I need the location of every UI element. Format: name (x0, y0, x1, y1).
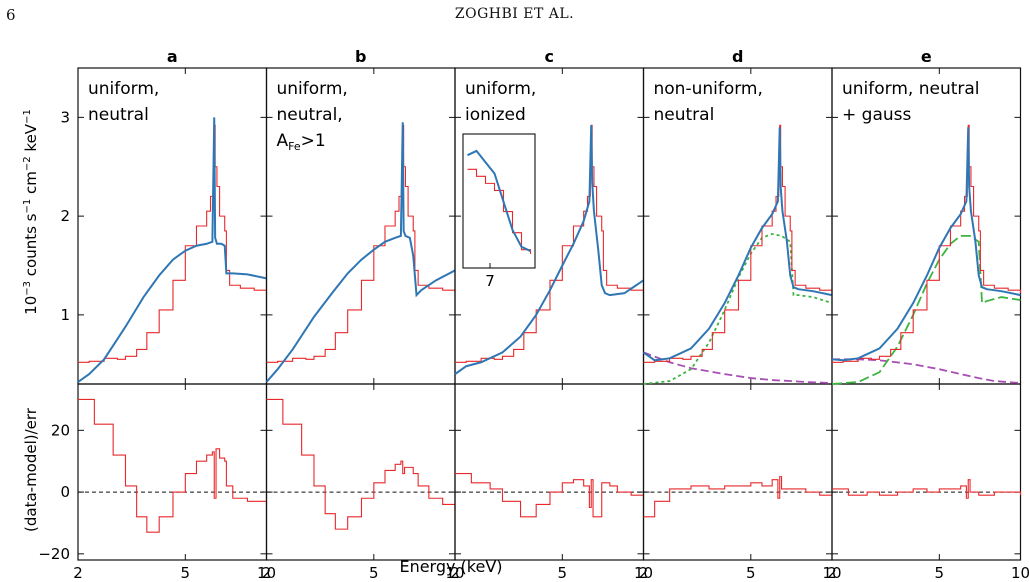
panel-annotation: ionized (465, 105, 526, 125)
x-tick-label: 5 (558, 564, 568, 582)
x-tick-label: 10 (822, 564, 841, 582)
panel-letter: b (355, 47, 366, 66)
bottom-y-axis-label: (data-model)/err (22, 407, 40, 532)
panel-letter: d (732, 47, 743, 66)
top-y-tick-label: 3 (60, 108, 70, 126)
panel-e: e 2 5 10 uniform, neutral + gauss (827, 47, 1029, 582)
x-tick-label: 10 (1011, 564, 1029, 582)
panel-letter: a (167, 47, 178, 66)
residuals (78, 398, 268, 533)
ylabel-power: 10 (22, 296, 40, 315)
residuals (643, 476, 832, 518)
panel-annotation: + gauss (842, 105, 911, 125)
top-y-tick-label: 1 (60, 306, 70, 324)
panel-annotation: uniform, neutral (842, 79, 980, 99)
ylabel-exp1: −3 (22, 281, 33, 296)
data-spectrum (266, 124, 456, 363)
residual-plot-frame (265, 383, 456, 561)
inset-tick-label: 7 (485, 272, 495, 290)
panel-d: d 2 5 10 non-uniform, neutral (639, 47, 842, 582)
inset-frame (462, 133, 536, 269)
panel-annotation: uniform, (465, 79, 536, 99)
inset-model (467, 149, 531, 252)
panel-annotation: neutral (654, 105, 715, 125)
x-tick-label: 5 (181, 564, 191, 582)
reflection-component (643, 232, 833, 385)
top-y-axis-label: 10−3 counts s−1 cm−2 keV−1 (22, 109, 40, 315)
panel-c: c 2 5 10 uniform, ionized 7 (450, 47, 653, 582)
x-tick-label: 5 (746, 564, 756, 582)
panel-annotation: uniform, (277, 79, 348, 99)
x-axis-label: Energy (keV) (399, 557, 502, 576)
page-number: 6 (6, 6, 16, 24)
abundance-annotation: AFe>1 (277, 131, 326, 153)
bottom-y-tick-label: 20 (51, 421, 70, 439)
power-law-component (643, 351, 833, 384)
panel-letter: c (545, 47, 554, 66)
model-curve (642, 127, 833, 362)
x-tick-label: 5 (369, 564, 379, 582)
residual-plot-frame (642, 383, 833, 561)
panel-annotation: neutral (88, 105, 149, 125)
bottom-y-tick-label: 0 (60, 483, 70, 501)
residuals (832, 479, 1022, 499)
panel-letter: e (921, 47, 932, 66)
data-spectrum (643, 124, 833, 363)
x-tick-label: 10 (257, 564, 276, 582)
model-curve (454, 125, 645, 375)
panel-annotation: non-uniform, (654, 79, 763, 99)
x-tick-label: 2 (73, 564, 83, 582)
residual-plot-frame (831, 383, 1022, 561)
residuals (455, 472, 645, 518)
top-y-tick-label: 2 (60, 207, 70, 225)
model-curve (265, 122, 456, 383)
inset-data (467, 168, 532, 254)
model-curve (831, 127, 1021, 362)
bottom-y-tick-label: −20 (38, 545, 70, 563)
x-tick-label: 5 (935, 564, 945, 582)
data-spectrum (832, 124, 1022, 363)
running-head: ZOGHBI ET AL. (454, 6, 575, 22)
model-curve (77, 117, 267, 383)
panel-a: a 1 2 3 −20 0 20 2 5 10 uniform, neutral (38, 47, 276, 582)
panel-annotation: neutral, (277, 105, 343, 125)
power-law-component (832, 358, 1021, 384)
residuals (266, 398, 456, 530)
data-spectrum (78, 124, 268, 363)
x-tick-label: 10 (445, 564, 464, 582)
x-tick-label: 2 (639, 564, 649, 582)
panel-b: b 2 5 10 uniform, neutral, AFe>1 (262, 47, 465, 582)
x-tick-label: 2 (450, 564, 460, 582)
x-tick-label: 2 (827, 564, 837, 582)
x-tick-label: 2 (262, 564, 272, 582)
residual-plot-frame (77, 383, 268, 561)
panel-annotation: uniform, (88, 79, 159, 99)
x-tick-label: 10 (634, 564, 653, 582)
residual-plot-frame (454, 383, 645, 561)
